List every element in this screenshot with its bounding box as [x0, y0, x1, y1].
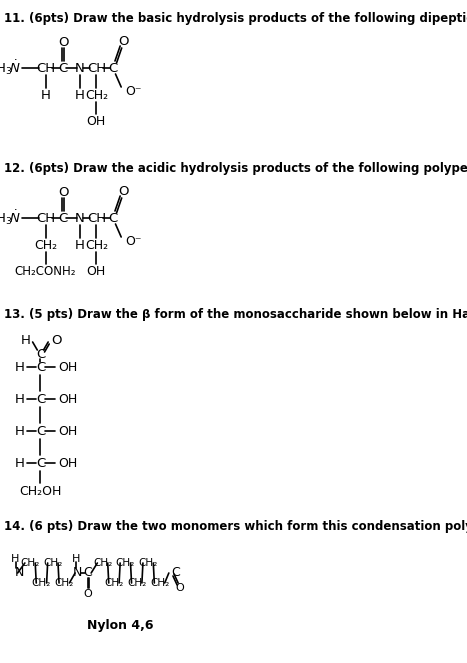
Text: H: H [75, 88, 85, 101]
Text: C: C [36, 424, 45, 438]
Text: CH: CH [36, 211, 55, 225]
Text: C: C [58, 211, 68, 225]
Text: H: H [11, 554, 20, 564]
Text: C: C [84, 566, 92, 579]
Text: H$_3\!\dot{N}$: H$_3\!\dot{N}$ [0, 209, 21, 227]
Text: CH₂: CH₂ [32, 578, 51, 588]
Text: H: H [41, 88, 50, 101]
Text: 12. (6pts) Draw the acidic hydrolysis products of the following polypeptide.: 12. (6pts) Draw the acidic hydrolysis pr… [4, 162, 467, 175]
Text: H$_3\!\dot{N}$: H$_3\!\dot{N}$ [0, 58, 21, 78]
Text: OH: OH [58, 424, 77, 438]
Text: O: O [51, 333, 62, 347]
Text: N: N [14, 566, 24, 579]
Text: H: H [15, 392, 25, 406]
Text: OH: OH [58, 392, 77, 406]
Text: H: H [21, 333, 31, 347]
Text: O: O [119, 184, 129, 198]
Text: CH₂: CH₂ [43, 558, 63, 568]
Text: CH₂: CH₂ [116, 558, 135, 568]
Text: 13. (5 pts) Draw the β form of the monosaccharide shown below in Haworth project: 13. (5 pts) Draw the β form of the monos… [4, 308, 467, 321]
Text: CH₂: CH₂ [139, 558, 158, 568]
Text: O: O [84, 589, 92, 599]
Text: H: H [75, 239, 85, 251]
Text: O⁻: O⁻ [125, 84, 142, 97]
Text: CH₂: CH₂ [93, 558, 112, 568]
Text: H: H [15, 457, 25, 469]
Text: CH: CH [87, 211, 106, 225]
Text: 14. (6 pts) Draw the two monomers which form this condensation polymer.: 14. (6 pts) Draw the two monomers which … [4, 520, 467, 533]
Text: C: C [36, 347, 45, 361]
Text: CH₂: CH₂ [150, 578, 169, 588]
Text: O: O [58, 186, 69, 198]
Text: CH: CH [36, 62, 55, 74]
Text: N: N [75, 211, 85, 225]
Text: CH₂: CH₂ [34, 239, 57, 251]
Text: CH₂: CH₂ [55, 578, 74, 588]
Text: CH₂: CH₂ [85, 239, 108, 251]
Text: OH: OH [58, 457, 77, 469]
Text: CH₂: CH₂ [104, 578, 124, 588]
Text: O: O [58, 36, 69, 48]
Text: C: C [36, 457, 45, 469]
Text: C: C [36, 361, 45, 373]
Text: CH₂CONH₂: CH₂CONH₂ [15, 265, 76, 278]
Text: C: C [108, 62, 118, 74]
Text: CH₂: CH₂ [21, 558, 40, 568]
Text: O: O [119, 34, 129, 48]
Text: OH: OH [87, 115, 106, 127]
Text: C: C [108, 211, 118, 225]
Text: C: C [171, 566, 180, 579]
Text: OH: OH [87, 265, 106, 278]
Text: 11. (6pts) Draw the basic hydrolysis products of the following dipeptide.: 11. (6pts) Draw the basic hydrolysis pro… [4, 12, 467, 25]
Text: CH: CH [87, 62, 106, 74]
Text: OH: OH [58, 361, 77, 373]
Text: C: C [58, 62, 68, 74]
Text: N: N [73, 566, 82, 579]
Text: Nylon 4,6: Nylon 4,6 [87, 619, 154, 631]
Text: N: N [75, 62, 85, 74]
Text: C: C [36, 392, 45, 406]
Text: H: H [15, 361, 25, 373]
Text: O: O [175, 583, 184, 593]
Text: O⁻: O⁻ [125, 235, 142, 247]
Text: CH₂: CH₂ [127, 578, 146, 588]
Text: H: H [15, 424, 25, 438]
Text: CH₂: CH₂ [85, 88, 108, 101]
Text: H: H [71, 554, 80, 564]
Text: CH₂OH: CH₂OH [19, 485, 62, 497]
